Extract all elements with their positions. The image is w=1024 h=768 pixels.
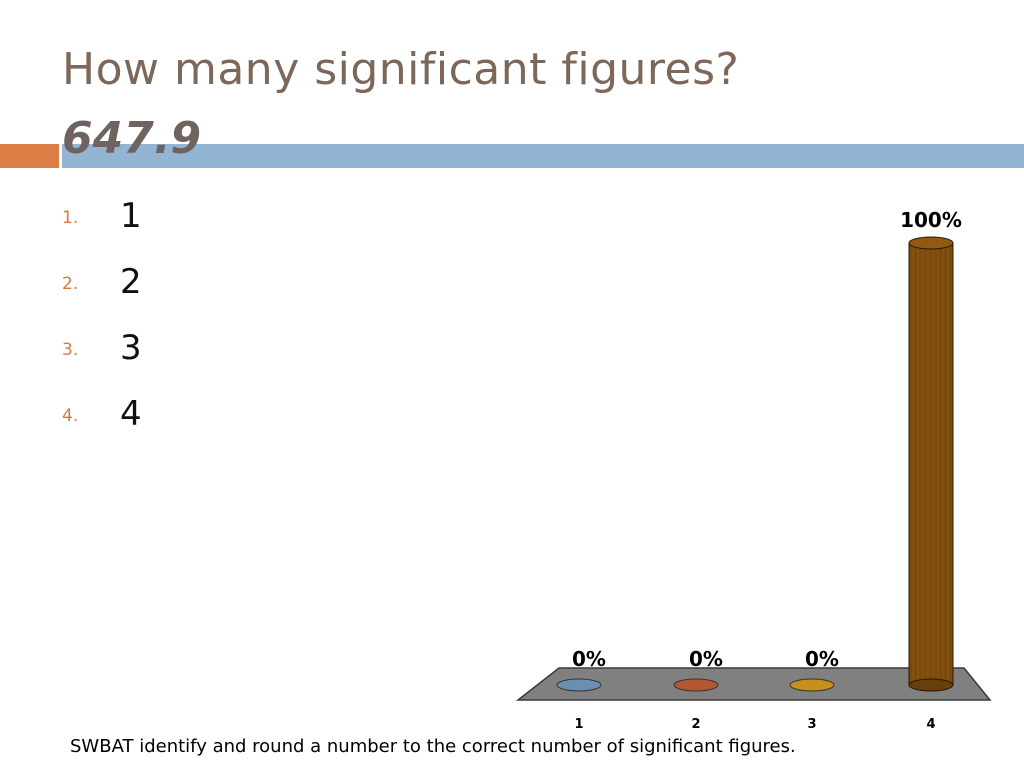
answer-number: 1. bbox=[62, 208, 79, 228]
answer-text: 2 bbox=[120, 262, 142, 302]
x-tick-label: 3 bbox=[807, 717, 816, 732]
answer-number: 2. bbox=[62, 274, 79, 294]
objective-footer: SWBAT identify and round a number to the… bbox=[70, 736, 796, 757]
answer-number: 4. bbox=[62, 406, 79, 426]
bar-1 bbox=[556, 678, 602, 692]
data-label-3: 0% bbox=[805, 647, 839, 671]
answer-text: 3 bbox=[120, 328, 142, 368]
answer-number: 3. bbox=[62, 340, 79, 360]
bar-3 bbox=[789, 678, 835, 692]
bar-4 bbox=[908, 242, 954, 686]
data-label-1: 0% bbox=[572, 647, 606, 671]
bar-base bbox=[908, 678, 954, 692]
bar-2 bbox=[673, 678, 719, 692]
bar-top bbox=[908, 236, 954, 250]
answer-text: 4 bbox=[120, 394, 142, 434]
data-label-4: 100% bbox=[900, 208, 962, 232]
x-tick-label: 2 bbox=[691, 717, 700, 732]
slide-title: How many significant figures? bbox=[62, 44, 740, 95]
x-tick-label: 1 bbox=[574, 717, 583, 732]
response-chart: 0% 1 0% 2 0% 3 100% 4 bbox=[515, 208, 992, 732]
x-tick-label: 4 bbox=[926, 717, 935, 732]
data-label-2: 0% bbox=[689, 647, 723, 671]
answer-text: 1 bbox=[120, 196, 142, 236]
title-accent-blue bbox=[62, 144, 1024, 168]
chart-floor bbox=[515, 667, 992, 701]
title-accent-orange bbox=[0, 144, 59, 168]
question-number: 647.9 bbox=[62, 113, 202, 164]
